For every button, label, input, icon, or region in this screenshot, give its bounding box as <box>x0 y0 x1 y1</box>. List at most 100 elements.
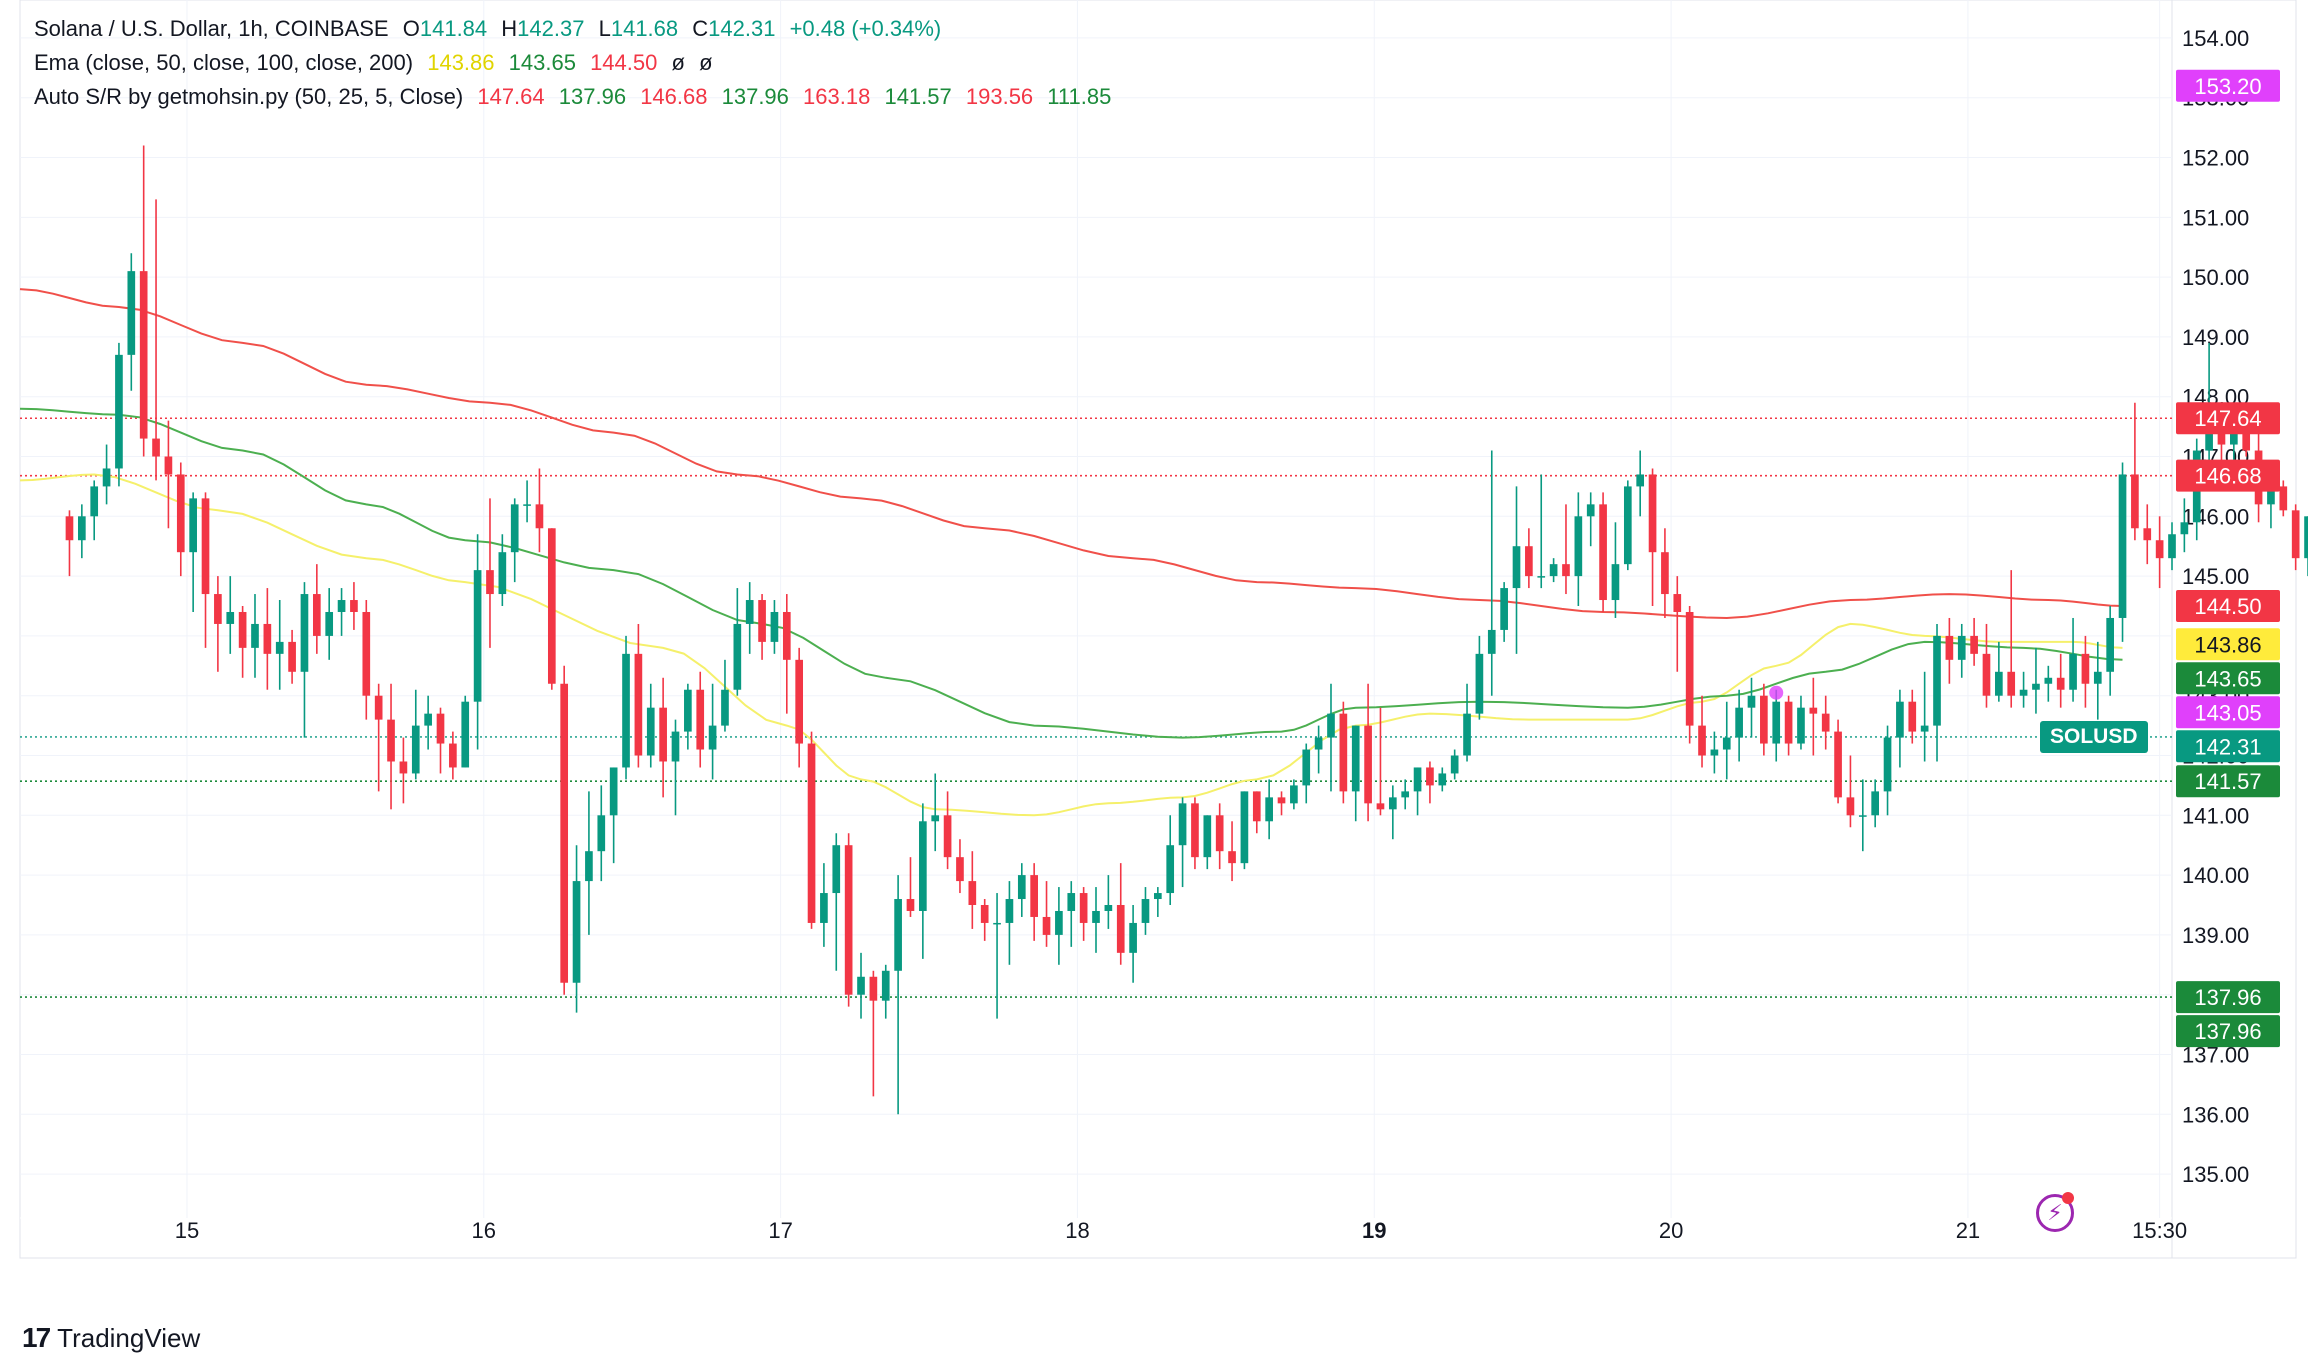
candle-body <box>708 725 717 750</box>
candle-body <box>2205 420 2213 451</box>
y-tick-label: 151.00 <box>2182 205 2249 230</box>
candle-body <box>300 594 309 672</box>
ema-line <box>19 288 2123 620</box>
sr-value-1: 147.64 <box>477 84 545 109</box>
candle-body <box>1290 785 1298 804</box>
candle-body <box>2304 516 2308 559</box>
tradingview-logo-mark: 17 <box>22 1322 51 1353</box>
ema-legend[interactable]: Ema (close, 50, close, 100, close, 200) … <box>34 48 721 78</box>
candle-body <box>1017 875 1026 900</box>
candle-body <box>1871 791 1880 816</box>
candle-body <box>2267 486 2275 505</box>
candle-body <box>1314 737 1323 750</box>
symbol-legend: Solana / U.S. Dollar, 1h, COINBASE O141.… <box>34 14 949 44</box>
candle-body <box>721 689 729 726</box>
candle-body <box>1364 725 1372 804</box>
candle-body <box>90 486 99 517</box>
candle-body <box>473 570 482 702</box>
candle-body <box>2230 426 2238 445</box>
x-tick-label: 15:30 <box>2132 1218 2187 1243</box>
change-value: +0.48 (+0.34%) <box>789 16 942 41</box>
candle-body <box>2242 426 2251 451</box>
candle-body <box>2093 671 2102 684</box>
candle-body <box>2032 683 2040 690</box>
candle-body <box>1042 916 1051 935</box>
candle-body <box>461 701 470 768</box>
candle-body <box>1302 749 1311 786</box>
candle-body <box>1426 767 1434 786</box>
candle-body <box>844 845 853 995</box>
high-value: H142.37 <box>501 16 585 41</box>
candle-body <box>1376 803 1385 810</box>
candle-body <box>1215 815 1224 852</box>
tradingview-logo[interactable]: 17 TradingView <box>22 1322 200 1354</box>
candle-body <box>634 653 643 756</box>
price-label-text: 146.68 <box>2194 464 2261 489</box>
candle-body <box>1846 797 1855 816</box>
candle-body <box>1351 725 1360 792</box>
candle-body <box>1821 713 1830 732</box>
y-tick-label: 140.00 <box>2182 863 2249 888</box>
candle-body <box>795 659 804 744</box>
candle-body <box>139 271 148 439</box>
candle-body <box>1141 899 1150 923</box>
candle-body <box>1030 875 1038 917</box>
candle-body <box>1154 893 1162 900</box>
x-tick-label: 16 <box>472 1218 496 1243</box>
candle-body <box>1463 713 1471 756</box>
candle-body <box>1945 635 1954 660</box>
price-label-text: 137.96 <box>2194 1019 2261 1044</box>
candle-body <box>2168 534 2176 559</box>
candle-body <box>1883 737 1892 792</box>
price-label-box <box>2176 1015 2280 1048</box>
price-label-text: 147.64 <box>2194 406 2261 431</box>
price-label-text: 142.31 <box>2194 734 2261 759</box>
price-label-box <box>2176 590 2280 623</box>
candle-body <box>1079 893 1088 923</box>
sr-legend[interactable]: Auto S/R by getmohsin.py (50, 25, 5, Clo… <box>34 82 1119 112</box>
ema-na-2: ø <box>699 50 713 75</box>
ema-line <box>19 473 2123 817</box>
open-value: O141.84 <box>402 16 488 41</box>
candle-body <box>1797 707 1805 744</box>
candle-body <box>325 611 334 636</box>
candle-body <box>919 821 927 911</box>
candle-body <box>1240 791 1249 864</box>
candle-body <box>201 498 210 595</box>
candle-body <box>1722 737 1731 750</box>
candle-body <box>2279 486 2288 511</box>
candle-body <box>399 761 408 774</box>
candle-body <box>1957 635 1966 660</box>
candle-body <box>152 438 160 457</box>
price-label-box <box>2176 402 2280 435</box>
candle-body <box>449 743 457 768</box>
candle-body <box>1698 725 1706 756</box>
candle-body <box>1401 791 1410 798</box>
candle-body <box>1327 713 1335 738</box>
candle-body <box>758 600 766 642</box>
candle-body <box>1500 588 1508 630</box>
candle-body <box>1129 922 1137 953</box>
candle-body <box>1661 552 1669 595</box>
lightning-icon[interactable]: ⚡ <box>2036 1194 2074 1232</box>
candle-body <box>424 713 432 726</box>
alert-marker <box>1769 685 1784 700</box>
symbol-badge[interactable]: SOLUSD <box>2040 720 2148 753</box>
candle-body <box>1178 803 1187 846</box>
candle-body <box>510 504 519 553</box>
x-tick-label: 21 <box>1956 1218 1980 1243</box>
candle-body <box>1116 905 1125 953</box>
candle-body <box>337 600 346 612</box>
candle-body <box>65 516 74 541</box>
candle-body <box>2069 653 2077 690</box>
candle-body <box>2155 540 2164 559</box>
candle-body <box>1487 629 1496 654</box>
x-tick-label: 15 <box>175 1218 199 1243</box>
candle-body <box>671 731 680 762</box>
sr-value-2: 137.96 <box>558 84 627 109</box>
candle-body <box>1475 653 1484 714</box>
candle-body <box>1685 611 1694 726</box>
y-tick-label: 139.00 <box>2182 923 2249 948</box>
candle-body <box>1537 576 1546 578</box>
